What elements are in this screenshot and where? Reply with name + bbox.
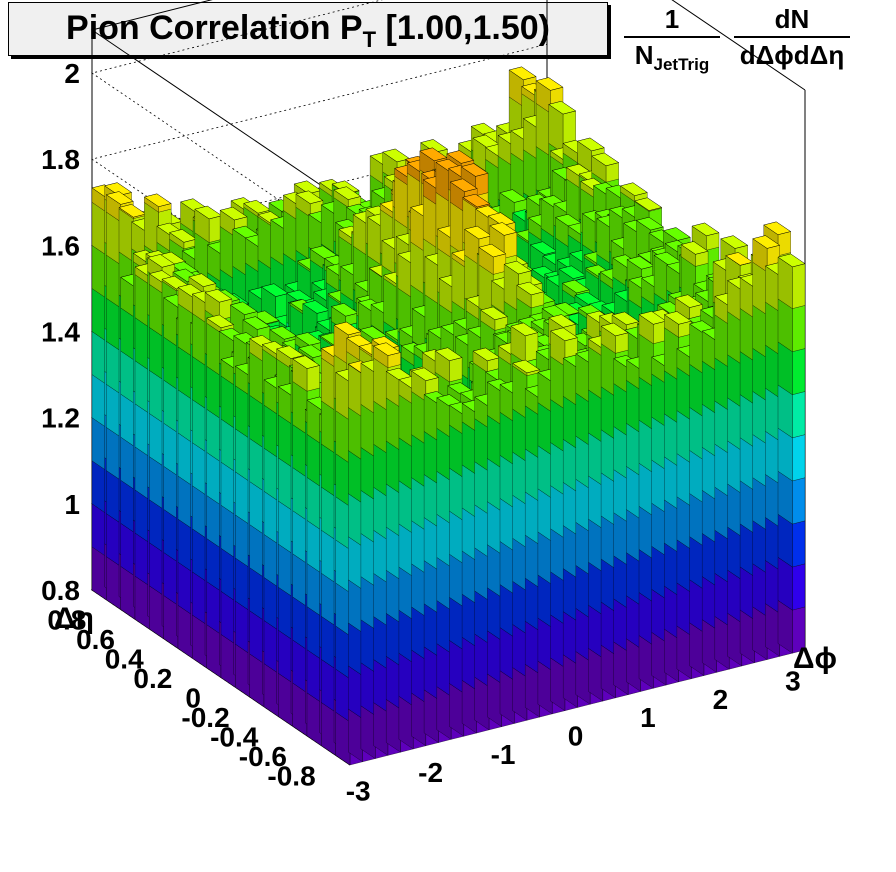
axis-labels: -3-2-10123-0.8-0.6-0.4-0.200.20.40.60.80… — [41, 58, 837, 806]
zaxis-factor-1: 1 NJetTrig — [624, 4, 720, 80]
y-tick-label: -0.2 — [181, 702, 229, 733]
x-tick-label: -1 — [491, 739, 516, 770]
z-tick-label: 1 — [64, 489, 80, 520]
lego-bar — [777, 253, 806, 654]
title-box: Pion Correlation PT [1.00,1.50) — [8, 2, 608, 56]
y-tick-label: -0.8 — [267, 760, 315, 791]
y-tick-label: 0.4 — [105, 644, 144, 675]
x-tick-label: -2 — [418, 757, 443, 788]
y-tick-label: 0.6 — [76, 624, 115, 655]
y-tick-label: -0.4 — [210, 721, 259, 752]
lego-bars — [91, 66, 806, 766]
z-tick-label: 1.6 — [41, 230, 80, 261]
y-tick-label: -0.6 — [239, 741, 287, 772]
z-tick-label: 1.4 — [41, 317, 80, 348]
y-tick-label: 0 — [185, 683, 201, 714]
chart-title: Pion Correlation PT [1.00,1.50) — [66, 9, 550, 52]
x-tick-label: 2 — [713, 684, 729, 715]
x-tick-label: -3 — [346, 775, 371, 806]
y-tick-label: 0.8 — [47, 605, 86, 636]
x-axis-title: Δϕ — [793, 642, 837, 675]
y-tick-label: 0.2 — [133, 663, 172, 694]
z-tick-label: 2 — [64, 58, 80, 89]
z-tick-label: 1.2 — [41, 403, 80, 434]
y-axis-title: Δη — [54, 602, 94, 635]
x-tick-label: 3 — [785, 666, 801, 697]
z-tick-label: 1.8 — [41, 144, 80, 175]
zaxis-factor-2: dN dΔϕdΔη — [734, 4, 850, 70]
z-tick-label: 0.8 — [41, 575, 80, 606]
x-tick-label: 1 — [640, 702, 656, 733]
x-tick-label: 0 — [568, 721, 584, 752]
